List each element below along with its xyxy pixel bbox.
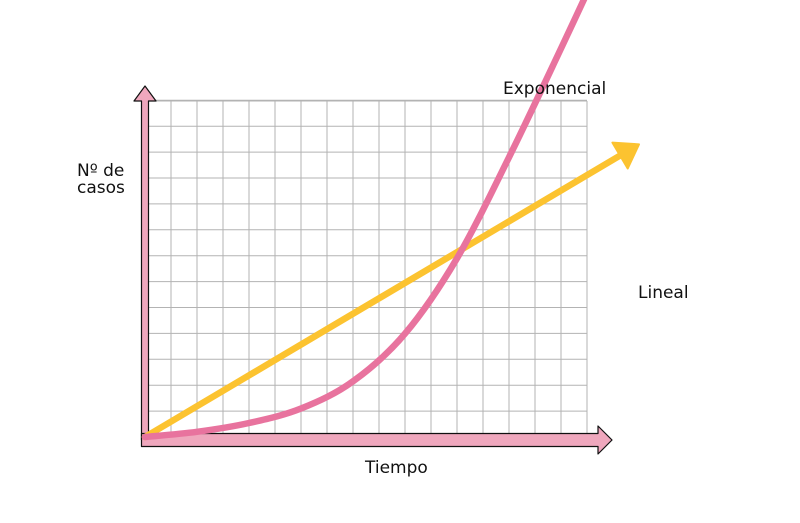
series-label-exponencial: Exponencial [503,79,607,99]
y-axis-label-line-2: casos [77,178,125,198]
chart-grid [145,99,588,437]
chart-axes [133,85,613,455]
chart-series [141,0,640,441]
x-axis-label: Tiempo [365,458,428,478]
y-axis-label-line-1: Nº de [77,161,125,181]
x-axis-arrow [140,425,613,455]
y-axis-label: Nº de casos [77,163,137,197]
series-label-lineal: Lineal [638,283,689,303]
y-axis-arrow [133,85,157,441]
series-exponencial-line [141,0,588,441]
series-lineal-line [141,150,627,441]
series-lineal-arrowhead [611,141,640,170]
